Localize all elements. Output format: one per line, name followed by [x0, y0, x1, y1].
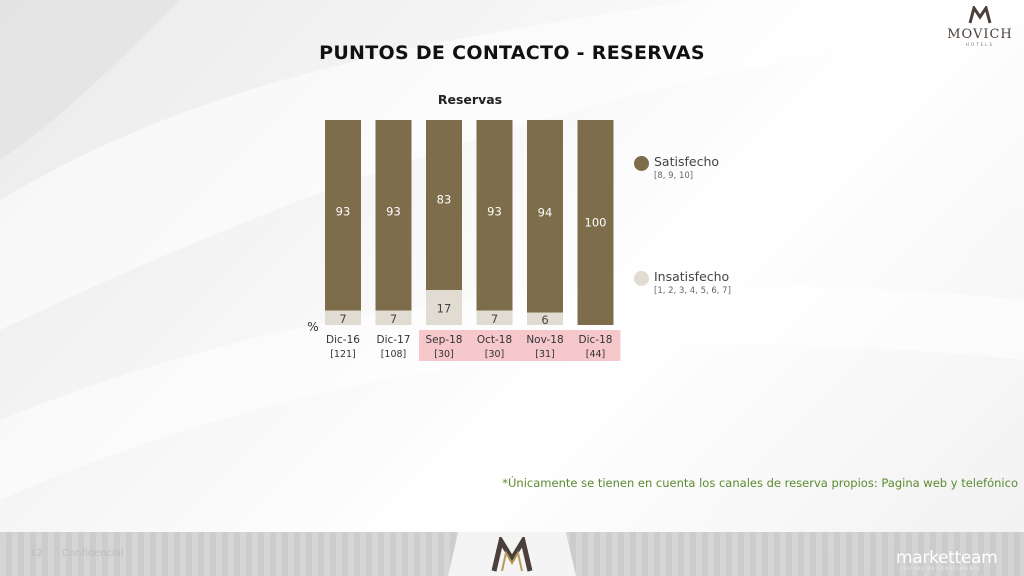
bar-satisfecho	[527, 120, 563, 313]
bar-insatisfecho	[476, 310, 513, 325]
footnote: *Únicamente se tienen en cuenta los cana…	[502, 476, 1018, 490]
bar-satisfecho	[325, 120, 361, 311]
data-label-satisfecho: 93	[487, 204, 502, 218]
chart-area: Reservas% 93 7 Dic-16 [121] 93 7 Dic-17 [108] 83 1…	[300, 85, 640, 375]
base-size-label: [30]	[485, 349, 505, 360]
bar-satisfecho	[577, 120, 614, 325]
legend-satisfecho-label: Satisfecho	[654, 154, 720, 169]
movich-logo: MOVICH HOTELS	[944, 4, 1016, 47]
page-title: PUNTOS DE CONTACTO - RESERVAS	[319, 42, 705, 64]
data-label-insatisfecho: 17	[437, 302, 452, 316]
bar-insatisfecho	[527, 312, 563, 325]
base-size-label: [31]	[535, 349, 555, 360]
data-label-satisfecho: 94	[538, 205, 553, 219]
data-label-satisfecho: 93	[386, 204, 401, 218]
data-label-satisfecho: 93	[336, 204, 351, 218]
legend-insatisfecho-swatch	[634, 271, 649, 286]
base-size-label: [30]	[434, 349, 454, 360]
movich-logo-mark	[968, 4, 992, 24]
legend-insatisfecho-label: Insatisfecho	[654, 269, 730, 284]
legend-satisfecho-range: [8, 9, 10]	[654, 171, 694, 181]
data-label-insatisfecho: 7	[339, 312, 346, 326]
marketteam-logo: marketteam	[896, 548, 998, 568]
bar-insatisfecho	[426, 290, 462, 325]
data-label-satisfecho: 100	[585, 216, 607, 230]
brand-sub: HOTELS	[966, 42, 994, 47]
base-size-label: [44]	[586, 349, 606, 360]
bar-satisfecho	[426, 120, 462, 291]
stacked-bar-chart: Reservas% 93 7 Dic-16 [121] 93 7 Dic-17 [108] 83 1…	[307, 92, 621, 361]
x-tick-label: Dic-17	[377, 334, 411, 346]
y-axis-label: %	[307, 320, 318, 334]
data-label-insatisfecho: 7	[390, 312, 397, 326]
footer-tab	[448, 532, 576, 576]
x-tick-label: Nov-18	[526, 334, 563, 346]
movich-footer-logo-icon	[491, 537, 533, 572]
base-size-label: [121]	[330, 349, 356, 360]
chart-title: Reservas	[438, 92, 502, 107]
marketteam-tagline: CULTURA DE CONOCIMIENTO	[900, 566, 982, 571]
confidential-label: Confidencial	[62, 548, 124, 559]
bar-satisfecho	[476, 120, 513, 311]
legend-insatisfecho-range: [1, 2, 3, 4, 5, 6, 7]	[654, 286, 731, 296]
bar-satisfecho	[375, 120, 412, 311]
x-tick-label: Dic-16	[326, 334, 360, 346]
base-size-label: [108]	[381, 349, 407, 360]
data-label-insatisfecho: 7	[491, 312, 498, 326]
page-number: 12	[30, 548, 43, 559]
bar-insatisfecho	[375, 310, 412, 325]
x-tick-label: Dic-18	[579, 334, 613, 346]
brand-name: MOVICH	[947, 27, 1013, 42]
x-tick-label: Oct-18	[477, 334, 512, 346]
data-label-satisfecho: 83	[437, 192, 452, 206]
bar-insatisfecho	[325, 310, 361, 325]
data-label-insatisfecho: 6	[541, 313, 548, 327]
x-tick-label: Sep-18	[426, 334, 463, 346]
legend-satisfecho-swatch	[634, 156, 649, 171]
highlight-band	[419, 330, 621, 361]
